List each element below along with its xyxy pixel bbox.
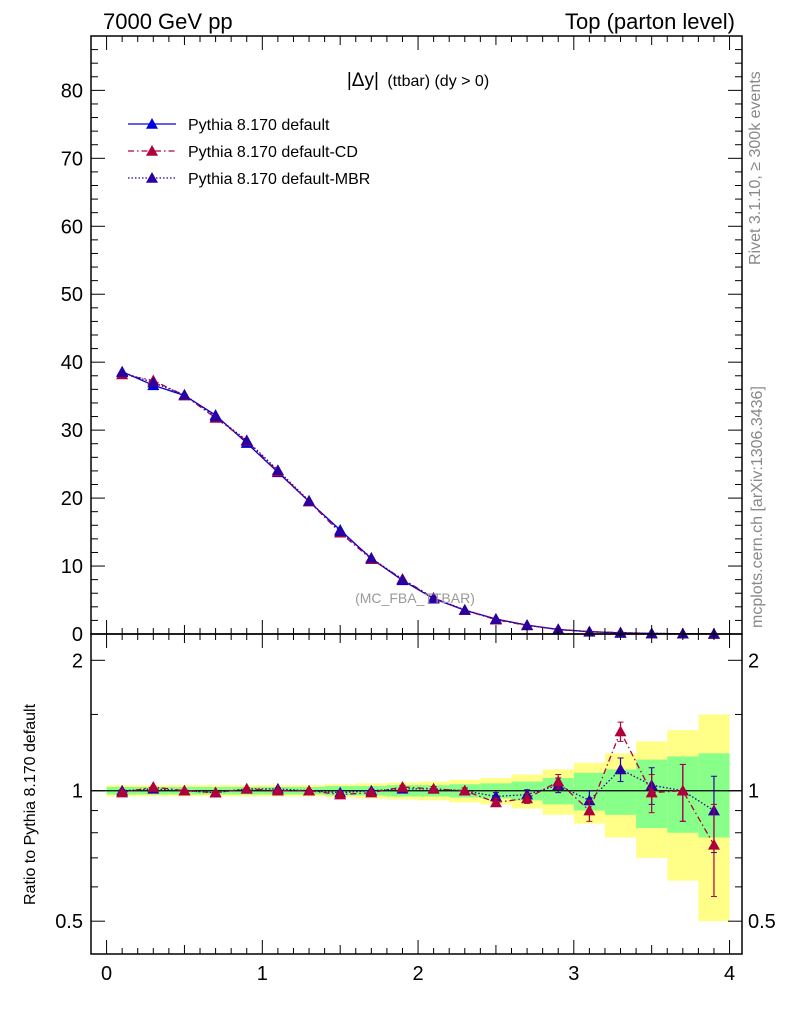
data-point <box>209 410 222 422</box>
ratio-point <box>116 786 129 798</box>
ratio-y-tick-label-right: 0.5 <box>748 911 776 933</box>
y-tick-label: 40 <box>61 352 83 374</box>
x-tick-label: 3 <box>568 963 579 985</box>
main-title: |Δy| (ttbar) (dy > 0) <box>347 70 489 91</box>
header-left: 7000 GeV pp <box>103 9 233 34</box>
ratio-y-tick-label: 2 <box>72 650 83 672</box>
legend-label: Pythia 8.170 default-MBR <box>188 171 370 188</box>
ratio-point <box>147 781 160 792</box>
ratio-frame <box>90 633 743 955</box>
data-point <box>147 376 160 388</box>
data-point <box>489 613 502 624</box>
legend: Pythia 8.170 default Pythia 8.170 default… <box>128 117 370 188</box>
ratio-point <box>427 782 440 794</box>
x-tick-label: 0 <box>101 963 112 985</box>
ratio-point <box>614 725 627 737</box>
legend-label: Pythia 8.170 default <box>188 117 330 134</box>
legend-marker <box>146 172 158 183</box>
ratio-point <box>489 796 502 808</box>
data-point <box>240 434 253 446</box>
ratio-y-tick-label: 1 <box>72 781 83 803</box>
y-tick-label: 80 <box>61 80 83 102</box>
ratio-y-tick-label-right: 2 <box>748 650 759 672</box>
ratio-point <box>583 804 596 816</box>
ratio-series-line <box>122 729 715 846</box>
series-line <box>121 371 714 635</box>
y-tick-label: 10 <box>61 556 83 578</box>
data-point <box>116 366 129 378</box>
ratio-y-tick-label-right: 1 <box>748 781 759 803</box>
data-point <box>521 619 534 630</box>
ratio-panel: 0.5 1 2 0.5 1 2 0 1 2 3 4 Ratio to Pythia 8.170 de… <box>22 633 776 985</box>
ratio-point <box>676 784 689 796</box>
legend-label: Pythia 8.170 default-CD <box>188 144 358 161</box>
ratio-point <box>396 781 409 792</box>
data-point <box>365 551 378 563</box>
ratio-point <box>707 838 720 850</box>
ratio-point <box>552 775 565 787</box>
data-point <box>303 494 316 506</box>
ratio-ylabel: Ratio to Pythia 8.170 default <box>22 703 39 905</box>
ratio-point <box>271 784 284 796</box>
main-title-rest: (ttbar) (dy > 0) <box>387 73 489 90</box>
main-title-symbol: |Δy| <box>347 70 379 91</box>
rivet-label: Rivet 3.1.10, ≥ 300k events <box>747 71 764 265</box>
ratio-point <box>240 782 253 794</box>
data-point <box>271 464 284 476</box>
ratio-point <box>178 784 191 796</box>
ratio-point <box>303 784 316 796</box>
ratio-point <box>614 763 627 775</box>
y-tick-label: 70 <box>61 148 83 170</box>
ratio-point <box>645 786 658 798</box>
ratio-point <box>458 784 471 796</box>
y-tick-label: 60 <box>61 216 83 238</box>
legend-marker <box>146 118 158 129</box>
legend-marker <box>146 145 158 156</box>
x-tick-label: 4 <box>724 963 735 985</box>
ratio-y-tick-label: 0.5 <box>55 911 83 933</box>
data-point <box>427 591 440 603</box>
x-tick-label: 2 <box>412 963 423 985</box>
y-tick-label: 0 <box>72 624 83 646</box>
data-point <box>334 525 347 537</box>
y-tick-label: 20 <box>61 488 83 510</box>
y-tick-label: 50 <box>61 284 83 306</box>
y-tick-label: 30 <box>61 420 83 442</box>
data-point <box>458 603 471 615</box>
watermark: (MC_FBA_TTBAR) <box>355 590 475 606</box>
data-point <box>396 573 409 585</box>
ratio-point <box>334 788 347 800</box>
data-point <box>178 388 191 400</box>
header-right: Top (parton level) <box>565 9 735 34</box>
x-tick-label: 1 <box>257 963 268 985</box>
ratio-point <box>365 786 378 798</box>
mcplots-label: mcplots.cern.ch [arXiv:1306.3436] <box>749 386 766 628</box>
ratio-point <box>521 792 534 804</box>
ratio-point <box>209 786 222 798</box>
